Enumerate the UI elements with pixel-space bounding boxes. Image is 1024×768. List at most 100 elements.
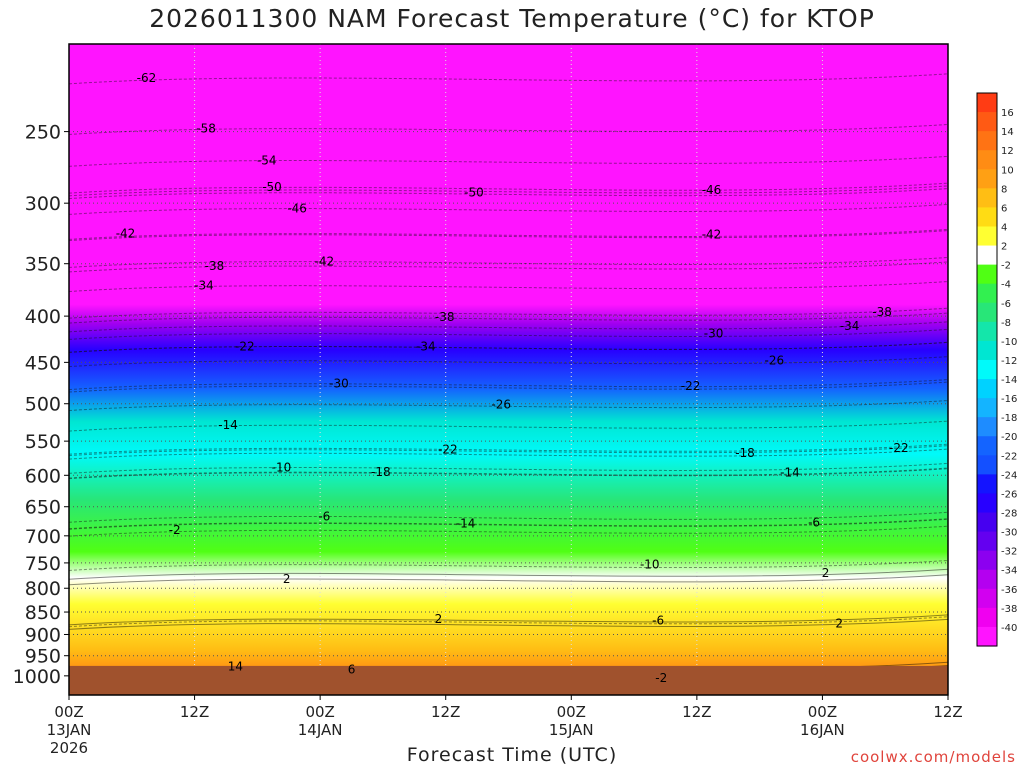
contour-label: -50 (262, 180, 282, 194)
credit-text: coolwx.com/models (850, 748, 1016, 766)
colorbar-swatch (977, 188, 997, 209)
colorbar-swatch (977, 131, 997, 151)
isotherm-line (69, 618, 948, 630)
contour-label: -6 (808, 516, 820, 530)
colorbar-swatch (977, 626, 997, 647)
colorbar-label: -20 (1001, 432, 1017, 443)
x-tick-label: 12Z (682, 703, 711, 721)
contour-label: -46 (287, 201, 307, 215)
contour-label: -22 (235, 339, 255, 353)
y-tick-label: 750 (25, 553, 61, 575)
colorbar-swatch (977, 150, 997, 170)
colorbar-label: -6 (1001, 299, 1011, 310)
contour-label: 2 (283, 572, 291, 586)
colorbar-label: -36 (1001, 585, 1017, 596)
contour-label: 2 (435, 612, 443, 626)
y-tick-label: 650 (25, 497, 61, 519)
contour-label: -10 (272, 460, 292, 474)
colorbar-label: -14 (1001, 375, 1017, 386)
x-tick-label: 14JAN (298, 721, 343, 739)
colorbar-swatch (977, 245, 997, 266)
y-tick-label: 1000 (13, 666, 61, 688)
contour-label: 2 (822, 566, 830, 580)
colorbar-swatch (977, 112, 997, 132)
contour-label: -38 (872, 305, 892, 319)
colorbar-swatch (977, 607, 997, 628)
y-tick-label: 350 (25, 254, 61, 276)
colorbar-swatch (977, 512, 997, 533)
colorbar-label: -10 (1001, 337, 1017, 348)
colorbar-swatch (977, 340, 997, 361)
colorbar-swatch (977, 93, 997, 113)
x-tick-label: 12Z (431, 703, 460, 721)
x-tick-label: 12Z (933, 703, 962, 721)
contour-label: -42 (116, 226, 136, 240)
contour-label: -38 (205, 259, 225, 273)
y-tick-label: 950 (25, 646, 61, 668)
y-tick-label: 600 (25, 465, 61, 487)
contour-label: -26 (491, 398, 511, 412)
colorbar-swatch (977, 531, 997, 552)
x-tick-label: 00Z (54, 703, 83, 721)
colorbar-swatch (977, 569, 997, 590)
colorbar-label: -30 (1001, 528, 1017, 539)
colorbar-label: -12 (1001, 356, 1017, 367)
contour-label: -42 (702, 228, 722, 242)
x-tick-label: 00Z (557, 703, 586, 721)
x-tick-label: 12Z (180, 703, 209, 721)
colorbar-swatch (977, 398, 997, 418)
colorbar-label: -2 (1001, 261, 1011, 272)
contour-label: -22 (889, 441, 909, 455)
grid (69, 44, 948, 695)
y-tick-label: 450 (25, 352, 61, 374)
x-tick-label: 15JAN (549, 721, 594, 739)
colorbar-label: 16 (1001, 108, 1014, 119)
contour-label: -26 (764, 354, 784, 368)
colorbar-swatch (977, 283, 997, 304)
x-tick-label: 13JAN (47, 721, 92, 739)
contour-label: -18 (371, 465, 391, 479)
colorbar-label: -38 (1001, 604, 1017, 615)
colorbar-label: -22 (1001, 451, 1017, 462)
colorbar-swatch (977, 169, 997, 189)
contour-label: -6 (318, 509, 330, 523)
colorbar-swatch (977, 417, 997, 437)
chart-title: 2026011300 NAM Forecast Temperature (°C)… (149, 4, 875, 33)
y-tick-label: 500 (25, 394, 61, 416)
isotherm-line (69, 568, 948, 580)
contour-label: -58 (196, 121, 216, 135)
colorbar-label: 12 (1001, 146, 1014, 157)
contour-label: -22 (438, 443, 458, 457)
x-axis-label: Forecast Time (UTC) (406, 744, 618, 766)
contour-label: -22 (681, 379, 701, 393)
contour-labels: -62-58-54-50 -50-46-46-42-42-42-38-38 -38-… (116, 71, 909, 685)
contour-label: -2 (169, 523, 181, 537)
colorbar-label: -26 (1001, 489, 1017, 500)
colorbar-swatch (977, 588, 997, 609)
contour-label: 6 (348, 663, 356, 677)
colorbar-label: -28 (1001, 509, 1017, 520)
colorbar-swatch (977, 550, 997, 571)
colorbar-label: -18 (1001, 413, 1017, 424)
colorbar-swatch (977, 359, 997, 380)
y-tick-label: 400 (25, 306, 61, 328)
colorbar-label: -24 (1001, 470, 1017, 481)
colorbar-label: -34 (1001, 566, 1017, 577)
colorbar-label: 10 (1001, 165, 1014, 176)
colorbar-frame (976, 92, 998, 647)
contour-label: 2 (835, 616, 843, 630)
colorbar-swatch (977, 302, 997, 323)
contour-label: -30 (329, 377, 349, 391)
contour-label: -46 (702, 183, 722, 197)
colorbar-label: -40 (1001, 623, 1017, 634)
contour-label: -34 (416, 339, 436, 353)
colorbar-label: -4 (1001, 280, 1011, 291)
colorbar-swatch (977, 379, 997, 399)
y-tick-label: 900 (25, 624, 61, 646)
contour-label: -62 (137, 71, 157, 85)
colorbar-label: 8 (1001, 184, 1007, 195)
y-tick-label: 800 (25, 578, 61, 600)
contour-label: 14 (228, 659, 243, 673)
